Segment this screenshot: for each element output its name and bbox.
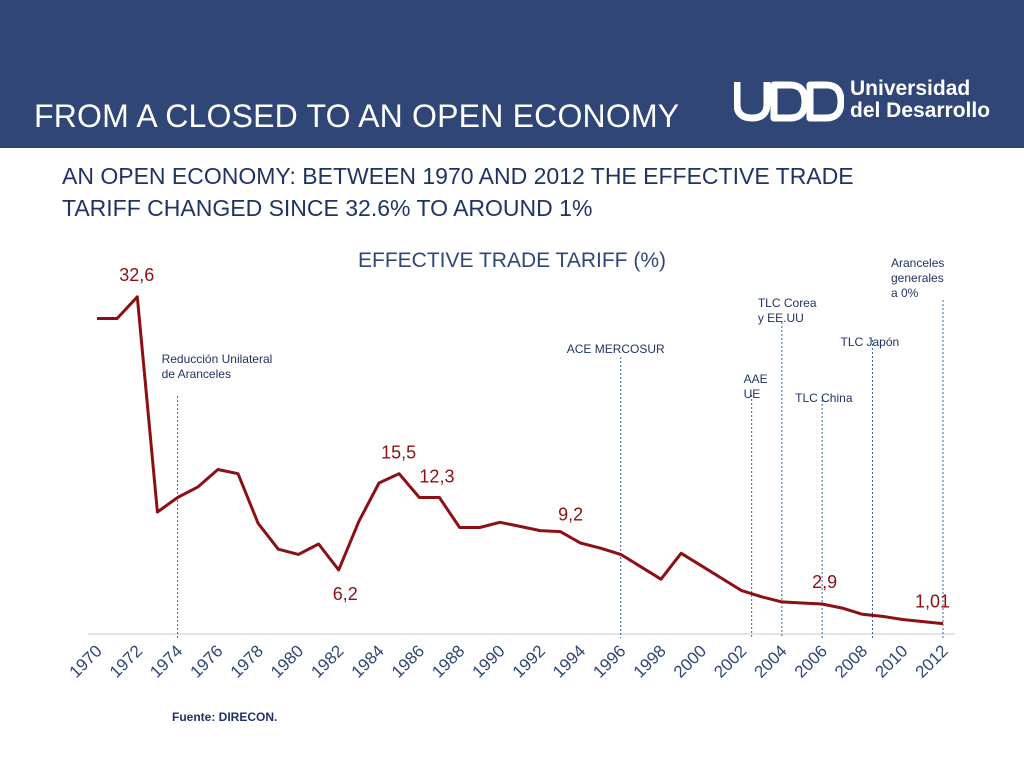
header-banner: FROM A CLOSED TO AN OPEN ECONOMY Univers… — [0, 0, 1024, 148]
annotation-label-4: TLC China — [795, 391, 853, 405]
annotation-label-line: UE — [744, 387, 761, 401]
annotation-label-3: TLC Corea y EE.UU — [758, 296, 817, 325]
x-tick-label: 1974 — [146, 641, 186, 681]
data-label-6: 1,01 — [915, 592, 950, 612]
data-label-1: 6,2 — [333, 584, 358, 604]
logo-text: Universidad del Desarrollo — [850, 78, 990, 122]
annotation-label-0: Reducción Unilateral de Aranceles — [162, 352, 273, 381]
x-tick-label: 1982 — [307, 641, 347, 681]
annotation-label-line: de Aranceles — [162, 367, 231, 381]
x-tick-label: 1984 — [348, 641, 388, 681]
x-tick-label: 1970 — [66, 641, 106, 681]
annotation-label-5: TLC Japón — [841, 335, 900, 349]
page-title: FROM A CLOSED TO AN OPEN ECONOMY — [34, 98, 680, 134]
slide-subtitle: AN OPEN ECONOMY: BETWEEN 1970 AND 2012 T… — [62, 160, 982, 224]
annotation-label-line: Aranceles — [891, 256, 944, 270]
series-line-0 — [97, 295, 944, 626]
x-tick-label: 1986 — [388, 641, 428, 681]
logo-line-1: Universidad — [850, 77, 971, 100]
annotation-label-line: ACE MERCOSUR — [567, 342, 665, 356]
data-label-0: 32,6 — [119, 265, 154, 285]
data-label-3: 12,3 — [419, 466, 454, 486]
subtitle-line-2: TARIFF CHANGED SINCE 32.6% TO AROUND 1% — [62, 195, 593, 221]
chart-title-text: EFFECTIVE TRADE TARIFF (%) — [357, 249, 667, 272]
x-tick-label: 2000 — [670, 641, 710, 681]
data-label-2: 15,5 — [381, 443, 416, 463]
subtitle-line-1: AN OPEN ECONOMY: BETWEEN 1970 AND 2012 T… — [62, 163, 854, 189]
annotation-label-line: y EE.UU — [758, 311, 804, 325]
x-tick-label: 2008 — [831, 641, 871, 681]
chart-title: EFFECTIVE TRADE TARIFF (%) — [0, 249, 1024, 273]
x-tick-label: 2004 — [751, 641, 791, 681]
annotation-label-1: ACE MERCOSUR — [567, 342, 665, 356]
data-label-5: 2,9 — [812, 572, 837, 592]
annotation-label-6: Aranceles generales a 0% — [891, 256, 944, 300]
annotation-label-line: generales — [891, 271, 944, 285]
annotation-label-line: TLC China — [795, 391, 853, 405]
x-tick-label: 1976 — [187, 641, 227, 681]
x-tick-label: 2006 — [791, 641, 831, 681]
annotation-label-line: AAE — [744, 372, 768, 386]
x-tick-label: 2012 — [912, 641, 952, 681]
x-tick-label: 1996 — [589, 641, 629, 681]
data-label-4: 9,2 — [558, 505, 583, 525]
annotation-label-line: TLC Corea — [758, 296, 817, 310]
annotation-label-2: AAE UE — [744, 372, 768, 401]
x-tick-label: 1980 — [267, 641, 307, 681]
x-tick-label: 1994 — [549, 641, 589, 681]
x-tick-label: 2010 — [871, 641, 911, 681]
x-tick-label: 1990 — [469, 641, 509, 681]
x-tick-label: 2002 — [710, 641, 750, 681]
x-tick-label: 1992 — [509, 641, 549, 681]
source-note: Fuente: DIRECON. — [172, 710, 278, 724]
udd-logo-icon — [734, 81, 844, 122]
x-tick-label: 1972 — [106, 641, 146, 681]
x-tick-label: 1998 — [630, 641, 670, 681]
annotation-label-line: Reducción Unilateral — [162, 352, 273, 366]
logo-line-2: del Desarrollo — [850, 99, 991, 122]
annotation-label-line: TLC Japón — [841, 335, 900, 349]
annotation-label-line: a 0% — [891, 286, 919, 300]
x-tick-label: 1988 — [428, 641, 468, 681]
x-tick-label: 1978 — [227, 641, 267, 681]
